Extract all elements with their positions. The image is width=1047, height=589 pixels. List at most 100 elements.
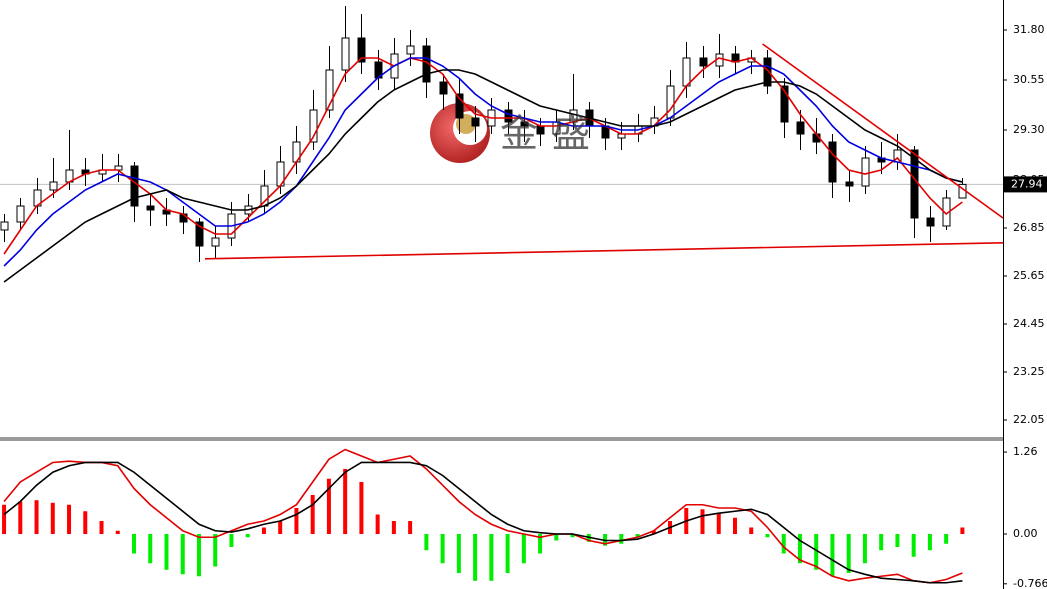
histogram-bar [895,533,900,547]
candle-body [309,109,318,143]
histogram-bar [862,533,867,564]
histogram-bar [229,533,234,547]
candle-body [504,109,513,123]
macd-line [3,461,963,584]
histogram-bar [99,520,104,534]
histogram-bar [749,527,754,534]
y-tick-label: 30.55 [1013,73,1045,86]
histogram-bar [911,533,916,557]
moving-average [3,57,963,255]
histogram-bar [960,527,965,534]
last-price-box [1004,176,1047,193]
histogram-bar [505,533,510,574]
candle-body [130,165,139,207]
candle-body [666,85,675,119]
histogram-bar [635,533,640,538]
histogram-bar [375,514,380,534]
candle-body [357,37,366,63]
histogram-bar [278,520,283,534]
histogram-bar [50,502,55,534]
y-tick-label: -0.766 [1013,577,1047,589]
histogram-bar [489,533,494,581]
y-tick-label: 0.00 [1013,527,1038,540]
candle-body [439,81,448,95]
histogram-bar [927,533,932,551]
y-tick-label: 25.65 [1013,269,1045,282]
y-tick-label: 22.05 [1013,413,1045,426]
candle-body [146,205,155,211]
histogram-bar [343,468,348,534]
histogram-bar [213,533,218,567]
histogram-bar [814,533,819,570]
histogram-bar [2,504,7,534]
histogram-bar [245,533,250,538]
histogram-bar [456,533,461,574]
histogram-bar [34,500,39,534]
candle-body [926,217,935,227]
watermark-text: 金盛 [500,112,604,156]
candle-body [845,181,854,187]
histogram-bar [359,481,364,534]
candle-body [406,45,415,55]
y-tick-label: 1.26 [1013,445,1038,458]
histogram-bar [879,533,884,551]
histogram-bar [424,533,429,551]
histogram-bar [765,533,770,538]
histogram-bar [716,513,721,534]
moving-average [3,57,963,267]
histogram-bar [700,509,705,534]
candle-body [325,69,334,111]
y-tick-label: 26.85 [1013,221,1045,234]
candle-body [796,121,805,135]
candle-body [195,221,204,247]
histogram-bar [440,533,445,564]
macd-line [3,448,963,584]
candle-body [861,157,870,187]
histogram-bar [538,533,543,554]
candle-body [520,121,529,127]
histogram-bar [619,533,624,544]
histogram-bar [830,533,835,577]
candle-body [828,141,837,183]
moving-average [3,69,963,283]
histogram-bar [180,533,185,575]
histogram-bar [781,533,786,554]
histogram-bar [570,533,575,538]
y-tick-label: 24.45 [1013,317,1045,330]
candle-body [763,57,772,87]
histogram-bar [521,533,526,564]
candle-body [211,237,220,247]
histogram-bar [473,533,478,581]
panel-separator [0,437,1003,441]
candle-body [682,57,691,87]
last-price-label: 27.94 [1011,177,1043,190]
trendline [762,43,1004,219]
trendline [204,242,1004,260]
y-tick-label: 23.25 [1013,365,1045,378]
candle-body [341,37,350,71]
histogram-bar [83,511,88,534]
histogram-bar [846,533,851,574]
histogram-bar [326,478,331,534]
histogram-bar [148,533,153,564]
histogram-bar [164,533,169,570]
histogram-bar [261,527,266,534]
histogram-bar [67,504,72,534]
logo-coin [456,114,476,134]
histogram-bar [797,533,802,564]
candle-body [699,57,708,67]
histogram-bar [391,520,396,534]
histogram-bar [944,533,949,544]
histogram-bar [132,533,137,554]
candle-body [16,205,25,223]
histogram-bar [18,501,23,534]
histogram-bar [115,530,120,534]
candle-body [455,93,464,119]
histogram-bar [310,494,315,534]
y-tick-label: 31.80 [1013,23,1045,36]
histogram-bar [294,507,299,534]
candle-body [780,85,789,123]
